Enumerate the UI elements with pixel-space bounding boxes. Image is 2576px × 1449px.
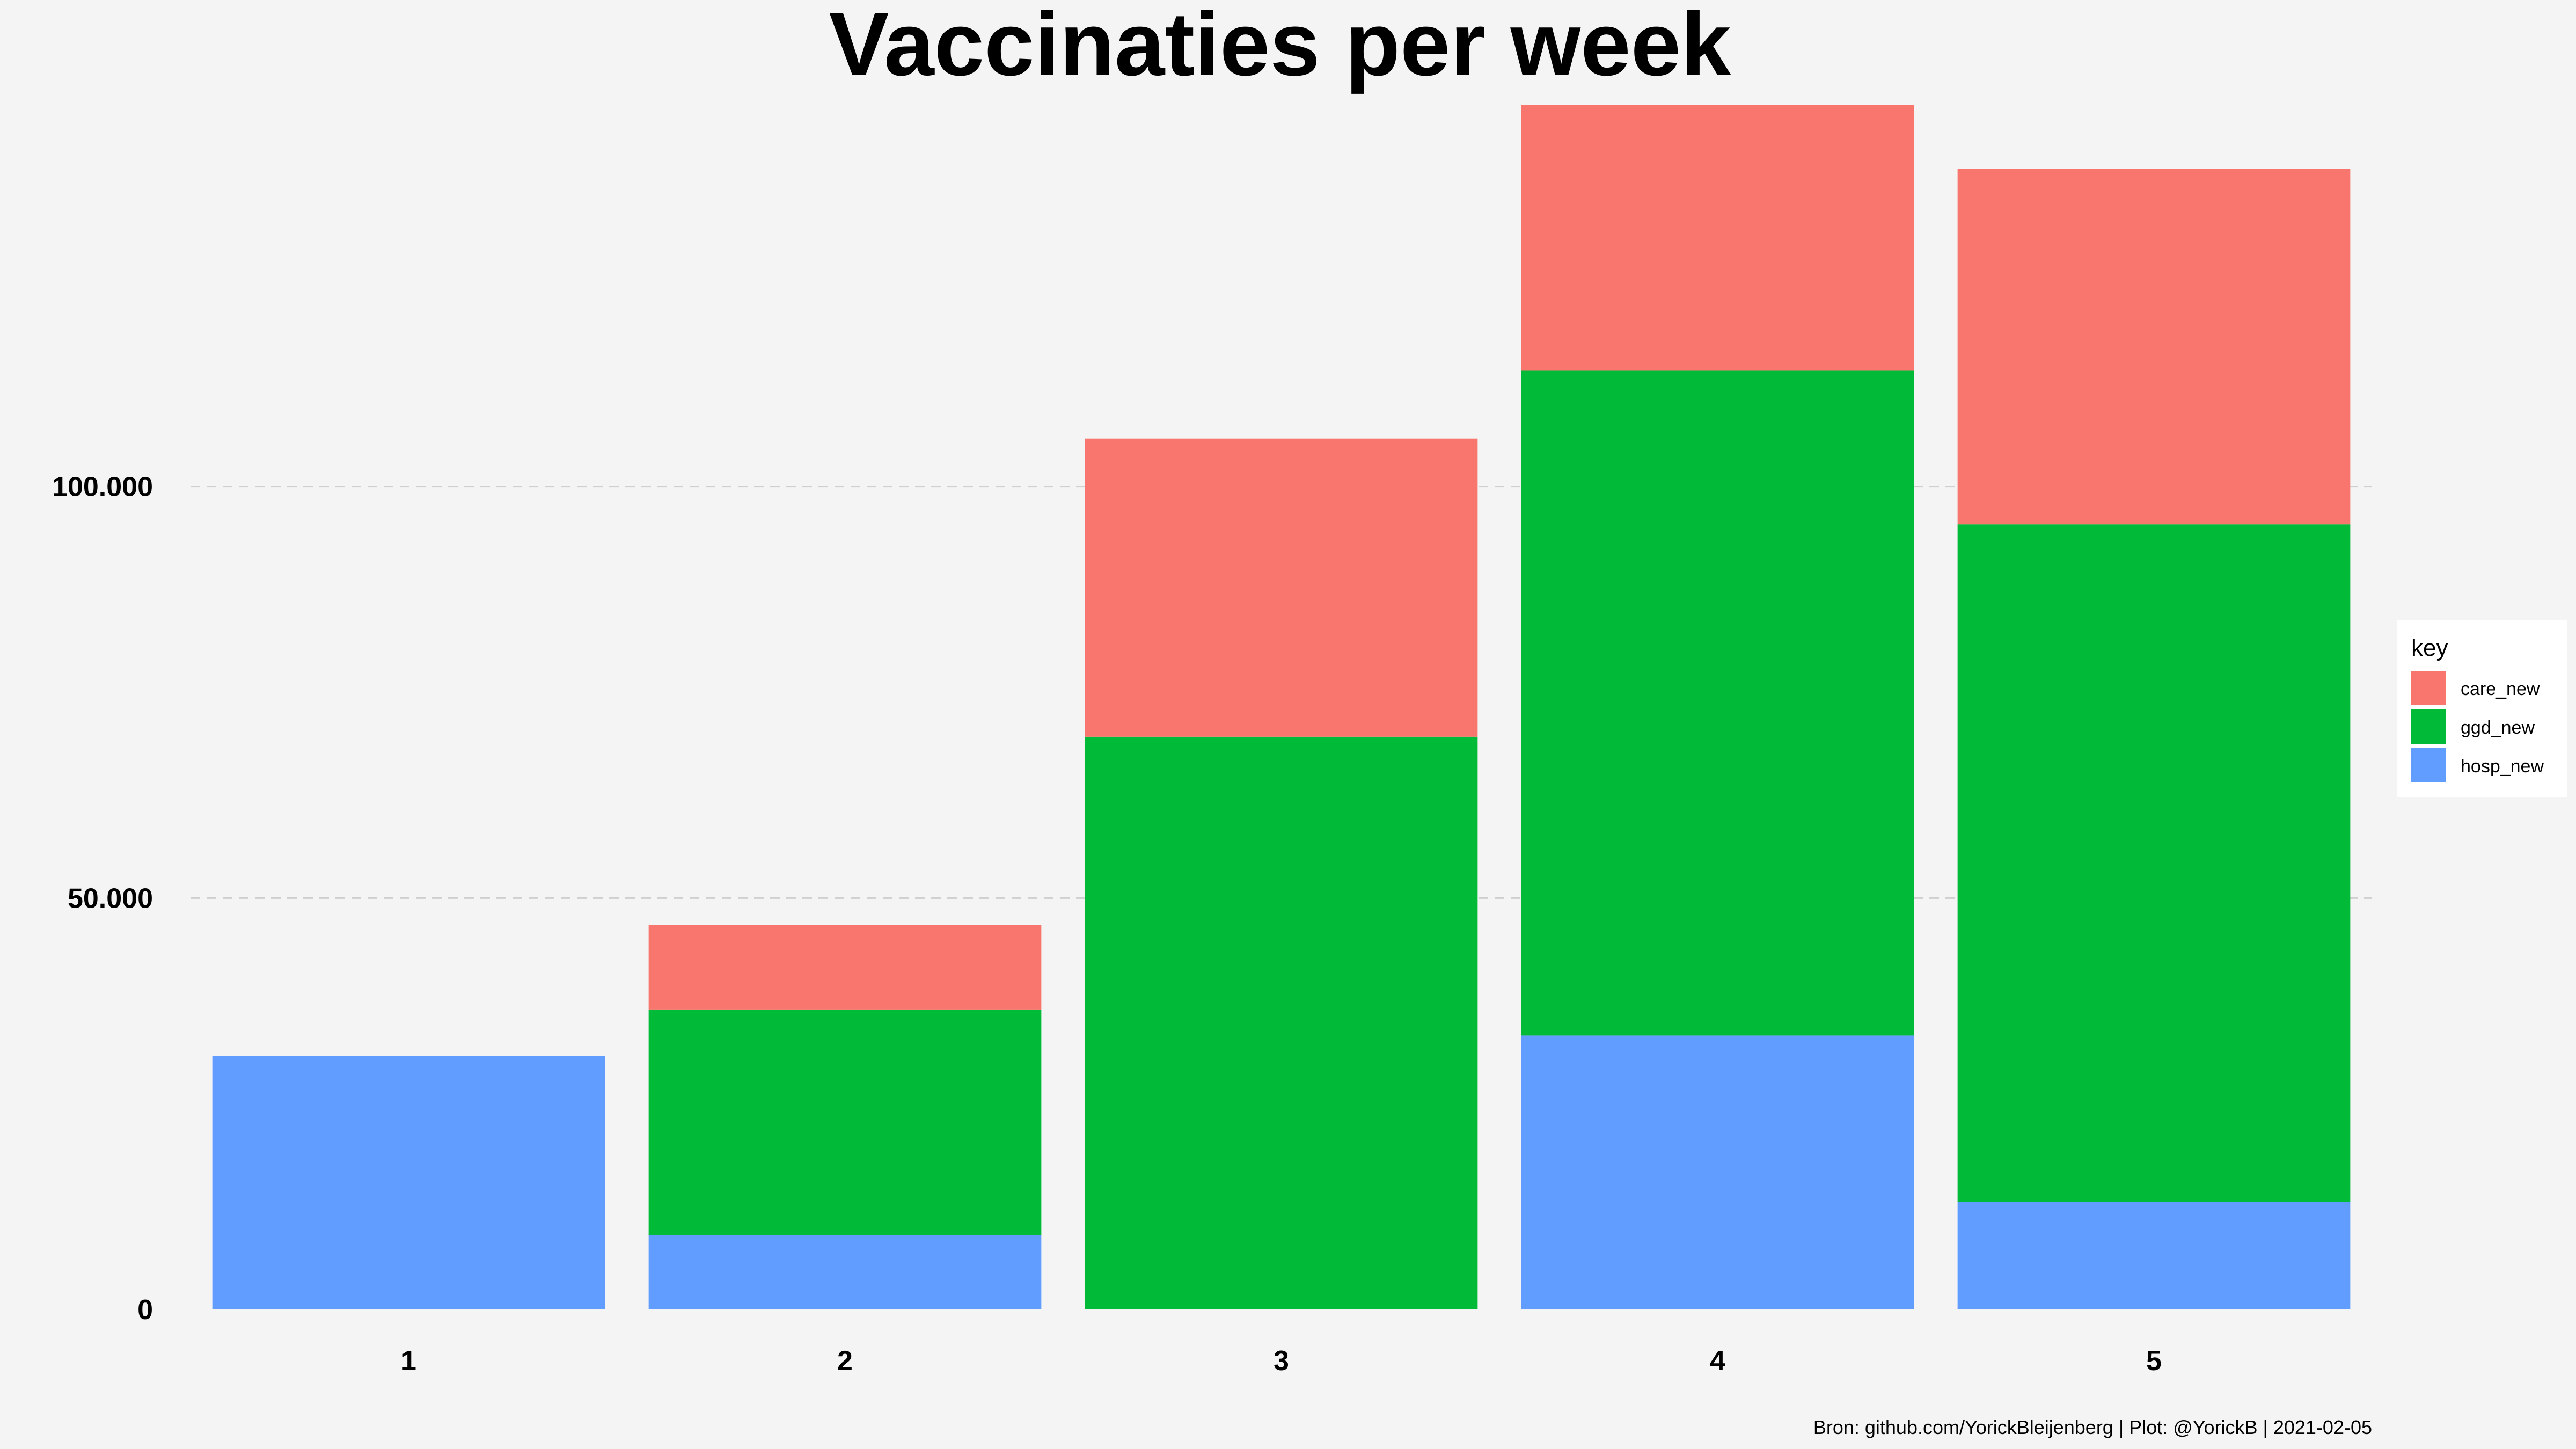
bar-ggd_new-5 [1957, 524, 2351, 1202]
y-tick-label-2: 100.000 [52, 472, 153, 503]
y-tick-label-0: 0 [137, 1294, 153, 1326]
bar-hosp_new-2 [648, 1235, 1042, 1309]
bar-care_new-2 [648, 925, 1042, 1010]
legend-label-hosp_new: hosp_new [2461, 756, 2544, 777]
bar-hosp_new-4 [1521, 1035, 1914, 1309]
chart-title: Vaccinaties per week [829, 0, 1731, 94]
legend-label-care_new: care_new [2461, 679, 2540, 699]
legend: key care_new ggd_new hosp_new [2397, 620, 2567, 797]
x-tick-label-3: 3 [1274, 1345, 1289, 1377]
x-axis-ticks: 1 2 3 4 5 [401, 1345, 2162, 1377]
legend-swatch-hosp_new [2411, 748, 2446, 782]
bars [212, 105, 2351, 1309]
y-axis-ticks: 0 50.000 100.000 [52, 472, 153, 1326]
y-tick-label-1: 50.000 [68, 883, 153, 914]
x-tick-label-5: 5 [2146, 1345, 2162, 1377]
bar-care_new-3 [1085, 438, 1478, 737]
legend-label-ggd_new: ggd_new [2461, 718, 2535, 738]
chart-caption: Bron: github.com/YorickBleijenberg | Plo… [1813, 1416, 2372, 1438]
bar-ggd_new-4 [1521, 370, 1914, 1036]
bar-ggd_new-2 [648, 1009, 1042, 1235]
legend-swatch-care_new [2411, 671, 2446, 705]
x-tick-label-1: 1 [401, 1345, 416, 1377]
bar-care_new-4 [1521, 105, 1914, 371]
gridlines [191, 486, 2372, 899]
x-tick-label-2: 2 [837, 1345, 853, 1377]
bar-ggd_new-3 [1085, 736, 1478, 1309]
legend-title: key [2411, 635, 2448, 661]
legend-swatch-ggd_new [2411, 709, 2446, 744]
x-tick-label-4: 4 [1710, 1345, 1725, 1377]
bar-care_new-5 [1957, 169, 2351, 525]
bar-hosp_new-5 [1957, 1202, 2351, 1309]
bar-hosp_new-1 [212, 1056, 605, 1309]
